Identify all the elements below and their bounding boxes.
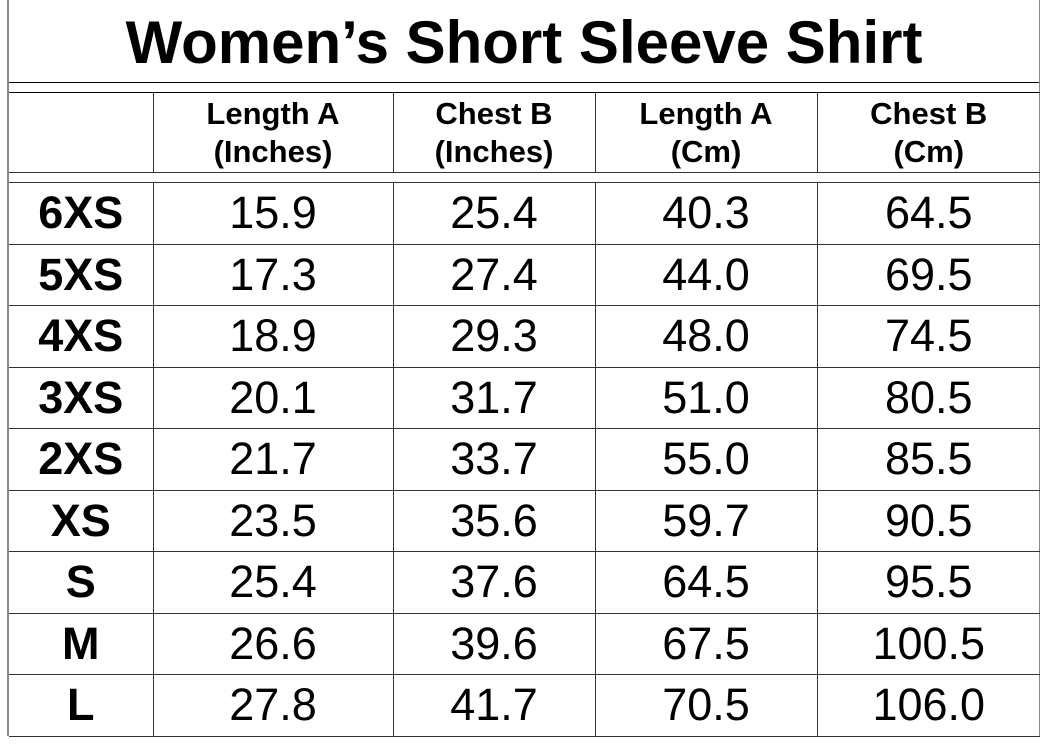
measurement-cell: 59.7 (594, 489, 818, 552)
measurement-cell: 106.0 (816, 674, 1040, 737)
size-label: 2XS (9, 428, 154, 491)
header-row: Length A (Inches) Chest B (Inches) Length … (9, 92, 1040, 173)
measurement-cell: 90.5 (816, 489, 1040, 552)
measurement-cell: 31.7 (392, 366, 596, 429)
measurement-cell: 15.9 (152, 182, 394, 245)
table-row: 2XS 21.7 33.7 55.0 85.5 (9, 428, 1040, 491)
measurement-cell: 70.5 (594, 674, 818, 737)
table-row: 5XS 17.3 27.4 44.0 69.5 (9, 243, 1040, 306)
measurement-cell: 69.5 (816, 243, 1040, 306)
size-label: S (9, 551, 154, 614)
measurement-cell: 48.0 (594, 305, 818, 368)
measurement-cell: 21.7 (152, 428, 394, 491)
size-label: 3XS (9, 366, 154, 429)
size-label: 4XS (9, 305, 154, 368)
header-length-cm: Length A (Cm) (594, 92, 818, 173)
measurement-cell: 44.0 (594, 243, 818, 306)
measurement-cell: 26.6 (152, 612, 394, 675)
measurement-cell: 85.5 (816, 428, 1040, 491)
measurement-cell: 18.9 (152, 305, 394, 368)
measurement-cell: 33.7 (392, 428, 596, 491)
spacer-row (9, 172, 1040, 183)
table-row: M 26.6 39.6 67.5 100.5 (9, 612, 1040, 675)
measurement-cell: 64.5 (816, 182, 1040, 245)
measurement-cell: 17.3 (152, 243, 394, 306)
size-table: Length A (Inches) Chest B (Inches) Length … (9, 92, 1040, 737)
measurement-cell: 40.3 (594, 182, 818, 245)
header-chest-cm: Chest B (Cm) (816, 92, 1040, 173)
size-chart: Women’s Short Sleeve Shirt Length A (Inch… (7, 0, 1040, 737)
header-length-inches: Length A (Inches) (152, 92, 394, 173)
header-size (9, 92, 154, 173)
measurement-cell: 64.5 (594, 551, 818, 614)
size-label: 5XS (9, 243, 154, 306)
measurement-cell: 25.4 (392, 182, 596, 245)
table-row: 3XS 20.1 31.7 51.0 80.5 (9, 366, 1040, 429)
table-row: XS 23.5 35.6 59.7 90.5 (9, 489, 1040, 552)
measurement-cell: 95.5 (816, 551, 1040, 614)
measurement-cell: 51.0 (594, 366, 818, 429)
table-row: S 25.4 37.6 64.5 95.5 (9, 551, 1040, 614)
measurement-cell: 55.0 (594, 428, 818, 491)
size-label: 6XS (9, 182, 154, 245)
measurement-cell: 25.4 (152, 551, 394, 614)
header-chest-inches: Chest B (Inches) (392, 92, 596, 173)
measurement-cell: 74.5 (816, 305, 1040, 368)
measurement-cell: 67.5 (594, 612, 818, 675)
measurement-cell: 29.3 (392, 305, 596, 368)
measurement-cell: 35.6 (392, 489, 596, 552)
table-row: 6XS 15.9 25.4 40.3 64.5 (9, 182, 1040, 245)
size-label: L (9, 674, 154, 737)
measurement-cell: 27.4 (392, 243, 596, 306)
size-label: M (9, 612, 154, 675)
measurement-cell: 100.5 (816, 612, 1040, 675)
measurement-cell: 27.8 (152, 674, 394, 737)
measurement-cell: 80.5 (816, 366, 1040, 429)
measurement-cell: 37.6 (392, 551, 596, 614)
measurement-cell: 41.7 (392, 674, 596, 737)
page-title: Women’s Short Sleeve Shirt (9, 0, 1039, 83)
measurement-cell: 20.1 (152, 366, 394, 429)
size-label: XS (9, 489, 154, 552)
measurement-cell: 39.6 (392, 612, 596, 675)
table-row: L 27.8 41.7 70.5 106.0 (9, 674, 1040, 737)
measurement-cell: 23.5 (152, 489, 394, 552)
table-row: 4XS 18.9 29.3 48.0 74.5 (9, 305, 1040, 368)
